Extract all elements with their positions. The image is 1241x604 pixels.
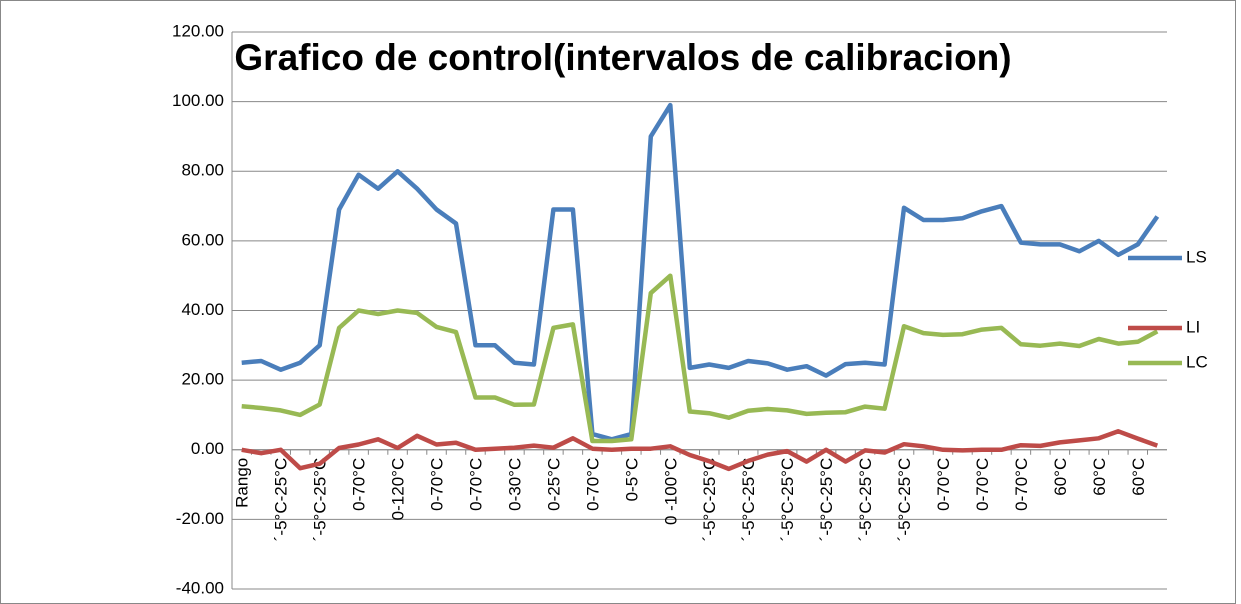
x-tick-label: 0-70°C [973,458,992,511]
x-tick-label: 0-70°C [428,458,447,511]
y-tick-label: 120.00 [172,21,224,40]
x-tick-label: Rango [233,458,252,508]
x-tick-label: ´-5°C-25°C [895,458,914,542]
x-tick-label: 0-25°C [544,458,563,511]
x-tick-label: ´-5°C-25°C [700,458,719,542]
y-tick-label: 20.00 [181,370,224,389]
x-tick-label: 0-70°C [934,458,953,511]
x-tick-label: 0-70°C [466,458,485,511]
x-tick-label: 0 -100°C [661,458,680,525]
series-line [241,429,1159,472]
x-tick-label: 60°C [1129,458,1148,496]
x-tick-label: ´-5°C-25°C [272,458,291,542]
x-tick-label: 0-70°C [350,458,369,511]
y-tick-label: 60.00 [181,230,224,249]
x-tick-label: 60°C [1090,458,1109,496]
chart-title: Grafico de control(intervalos de calibra… [234,37,1011,78]
legend-label: LI [1186,317,1200,336]
y-tick-label: 80.00 [181,161,224,180]
x-tick-label: 0-70°C [583,458,602,511]
y-tick-label: 100.00 [172,91,224,110]
x-tick-label: ´-5°C-25°C [311,458,330,542]
y-tick-label: -20.00 [176,509,224,528]
y-tick-label: 40.00 [181,300,224,319]
legend-label: LC [1186,352,1208,371]
y-tick-label: 0.00 [191,439,224,458]
x-tick-label: 0-5°C [622,458,641,502]
x-tick-label: ´-5°C-25°C [817,458,836,542]
series-line [241,102,1160,442]
x-tick-label: 0-120°C [389,458,408,521]
legend-label: LS [1186,247,1207,266]
x-tick-label: ´-5°C-25°C [856,458,875,542]
x-tick-label: ´-5°C-25°C [739,458,758,542]
x-tick-label: 0-70°C [1012,458,1031,511]
x-tick-label: ´-5°C-25°C [778,458,797,542]
x-tick-label: 60°C [1051,458,1070,496]
x-tick-label: 0-30°C [505,458,524,511]
series-line [241,273,1159,444]
y-tick-label: -40.00 [176,578,224,597]
